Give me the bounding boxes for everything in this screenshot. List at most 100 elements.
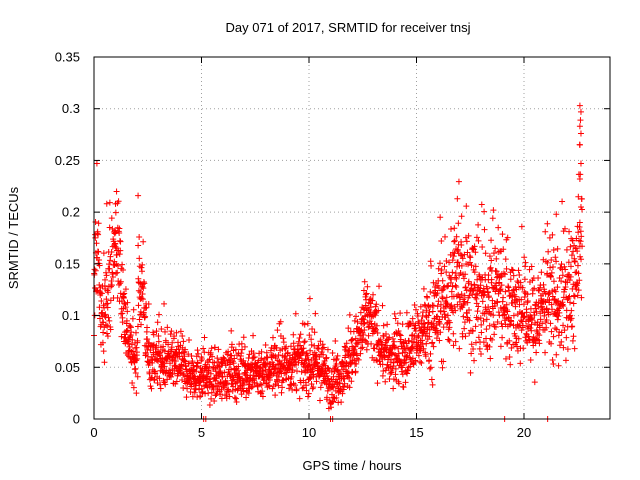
- data-point: [108, 277, 115, 284]
- data-point: [313, 351, 320, 358]
- data-point: [303, 351, 310, 358]
- data-point: [399, 349, 406, 356]
- data-point: [92, 218, 99, 225]
- data-point: [275, 352, 282, 359]
- axis-ticks: [93, 56, 610, 420]
- data-point: [306, 332, 313, 339]
- data-point: [338, 399, 345, 406]
- data-point: [301, 321, 308, 328]
- data-point: [135, 287, 142, 294]
- data-point: [273, 344, 280, 351]
- data-point: [304, 352, 311, 359]
- data-point: [465, 232, 472, 239]
- data-point: [479, 298, 486, 305]
- data-point: [522, 259, 529, 266]
- data-point: [514, 347, 521, 354]
- data-point: [550, 278, 557, 285]
- data-point: [571, 345, 578, 352]
- data-point: [568, 315, 575, 322]
- data-point: [134, 323, 141, 330]
- data-point: [384, 321, 391, 328]
- data-point: [459, 255, 466, 262]
- data-point: [227, 359, 234, 366]
- data-point: [563, 246, 570, 253]
- data-point: [472, 263, 479, 270]
- data-point: [362, 337, 369, 344]
- data-point: [576, 219, 583, 226]
- data-point: [138, 321, 145, 328]
- data-point: [502, 355, 509, 362]
- data-point: [329, 399, 336, 406]
- data-point: [577, 160, 584, 167]
- data-point: [114, 262, 121, 269]
- data-point: [509, 267, 516, 274]
- data-point: [510, 287, 517, 294]
- data-point: [305, 393, 312, 400]
- data-point: [518, 327, 525, 334]
- data-point: [333, 355, 340, 362]
- data-point: [485, 272, 492, 279]
- data-point: [303, 387, 310, 394]
- data-point: [449, 257, 456, 264]
- data-point: [379, 302, 386, 309]
- data-point: [501, 271, 508, 278]
- data-point: [507, 276, 514, 283]
- data-point: [380, 367, 387, 374]
- data-point: [420, 345, 427, 352]
- data-point: [453, 283, 460, 290]
- data-point: [173, 329, 180, 336]
- data-point: [562, 266, 569, 273]
- data-point: [360, 331, 367, 338]
- data-point: [364, 283, 371, 290]
- data-point: [521, 254, 528, 261]
- data-point: [508, 345, 515, 352]
- data-point: [100, 319, 107, 326]
- data-point: [553, 351, 560, 358]
- data-point: [476, 345, 483, 352]
- data-point: [381, 354, 388, 361]
- data-point: [217, 391, 224, 398]
- data-point: [547, 273, 554, 280]
- data-point: [395, 350, 402, 357]
- data-point: [102, 321, 109, 328]
- data-point: [521, 293, 528, 300]
- data-point: [185, 360, 192, 367]
- data-point: [175, 346, 182, 353]
- data-point: [134, 373, 141, 380]
- data-point: [279, 384, 286, 391]
- data-point: [412, 357, 419, 364]
- data-point: [452, 282, 459, 289]
- data-point: [492, 324, 499, 331]
- data-point: [430, 320, 437, 327]
- data-point: [544, 220, 551, 227]
- data-point: [571, 257, 578, 264]
- data-point: [574, 248, 581, 255]
- data-point: [106, 199, 113, 206]
- data-point: [473, 300, 480, 307]
- data-point: [426, 365, 433, 372]
- data-point: [394, 320, 401, 327]
- data-point: [365, 324, 372, 331]
- data-point: [550, 333, 557, 340]
- data-point: [451, 225, 458, 232]
- data-point: [462, 271, 469, 278]
- data-point: [292, 382, 299, 389]
- data-point: [333, 394, 340, 401]
- data-point: [233, 395, 240, 402]
- data-point: [422, 353, 429, 360]
- data-point: [553, 258, 560, 265]
- data-points: [91, 102, 586, 422]
- data-point: [228, 352, 235, 359]
- data-point: [531, 285, 538, 292]
- data-point: [576, 176, 583, 183]
- data-point: [572, 258, 579, 265]
- data-point: [421, 301, 428, 308]
- data-point: [280, 377, 287, 384]
- data-point: [179, 377, 186, 384]
- data-point: [492, 245, 499, 252]
- data-point: [382, 331, 389, 338]
- data-point: [435, 298, 442, 305]
- data-point: [355, 356, 362, 363]
- data-point: [441, 263, 448, 270]
- data-point: [370, 291, 377, 298]
